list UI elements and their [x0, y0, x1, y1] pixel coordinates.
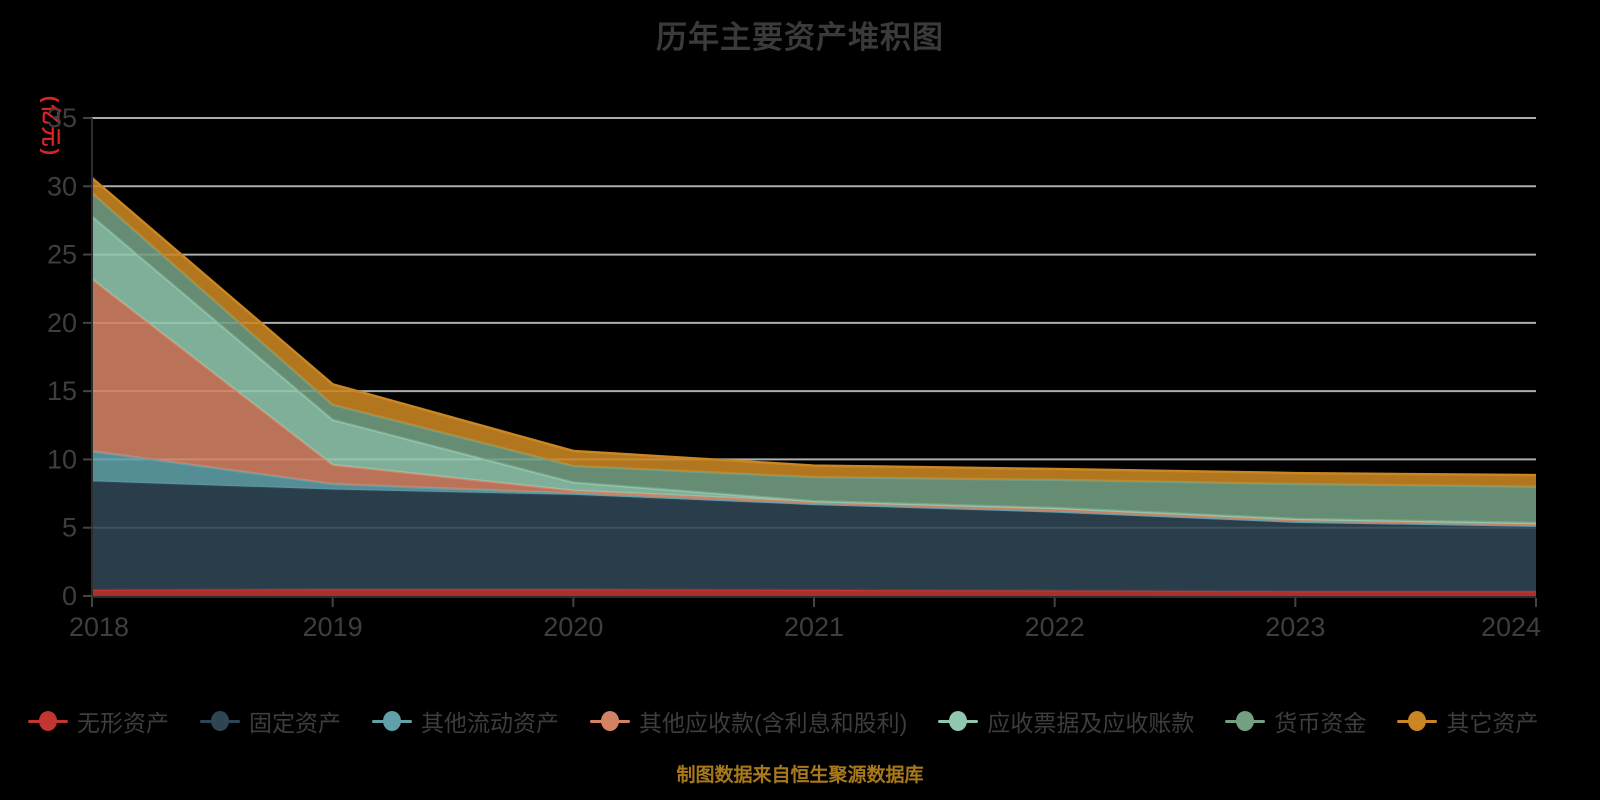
- legend-label: 固定资产: [249, 710, 341, 736]
- x-tick-label-2020: 2020: [543, 612, 603, 642]
- legend-item-1[interactable]: 无形资产: [28, 704, 169, 738]
- legend-label: 货币资金: [1274, 710, 1367, 736]
- area-series-3[interactable]: [92, 451, 1536, 527]
- legend-item-5[interactable]: 应收票据及应收账款: [938, 704, 1194, 738]
- legend-label: 其他应收款(含利息和股利): [639, 710, 908, 736]
- y-tick-label-5: 5: [62, 513, 77, 543]
- y-tick-label-10: 10: [47, 444, 77, 474]
- legend-item-6[interactable]: 货币资金: [1225, 704, 1366, 738]
- x-tick-label-2019: 2019: [303, 612, 363, 642]
- x-tick-label-2022: 2022: [1025, 612, 1085, 642]
- data-source-note: 制图数据来自恒生聚源数据库: [676, 765, 924, 786]
- x-tick-label-2024: 2024: [1481, 612, 1541, 642]
- chart-title: 历年主要资产堆积图: [656, 20, 944, 55]
- legend-label: 其它资产: [1446, 710, 1539, 736]
- legend-item-2[interactable]: 固定资产: [200, 704, 341, 738]
- y-tick-label-25: 25: [47, 240, 77, 270]
- y-tick-label-15: 15: [47, 376, 77, 406]
- line-series-7: [91, 177, 1537, 477]
- legend-item-7[interactable]: 其它资产: [1397, 704, 1538, 738]
- legend-marker-icon: [200, 709, 240, 733]
- legend-label: 其他流动资产: [421, 710, 559, 736]
- legend-marker-icon: [1225, 709, 1266, 733]
- legend-marker-icon: [372, 709, 412, 733]
- y-tick-label-20: 20: [47, 308, 77, 338]
- legend-marker-icon: [28, 709, 68, 733]
- chart-legend: 无形资产 固定资产 其他流动资产 其他应收款(含利息和股利) 应收票据及应收账款 货币资金…: [28, 704, 1588, 738]
- y-tick-label-0: 0: [62, 581, 77, 611]
- legend-label: 无形资产: [77, 710, 169, 736]
- area-series-2[interactable]: [92, 481, 1536, 592]
- legend-marker-icon: [590, 709, 630, 733]
- legend-item-3[interactable]: 其他流动资产: [372, 704, 559, 738]
- x-tick-label-2021: 2021: [784, 612, 844, 642]
- legend-label: 应收票据及应收账款: [987, 710, 1195, 736]
- y-tick-label-30: 30: [47, 171, 77, 201]
- x-tick-label-2018: 2018: [69, 612, 129, 642]
- x-tick-label-2023: 2023: [1265, 612, 1325, 642]
- y-tick-label-35: 35: [47, 103, 77, 133]
- area-series-6[interactable]: [92, 193, 1536, 523]
- legend-marker-icon: [1397, 709, 1438, 733]
- legend-marker-icon: [938, 709, 979, 733]
- legend-item-4[interactable]: 其他应收款(含利息和股利): [590, 704, 907, 738]
